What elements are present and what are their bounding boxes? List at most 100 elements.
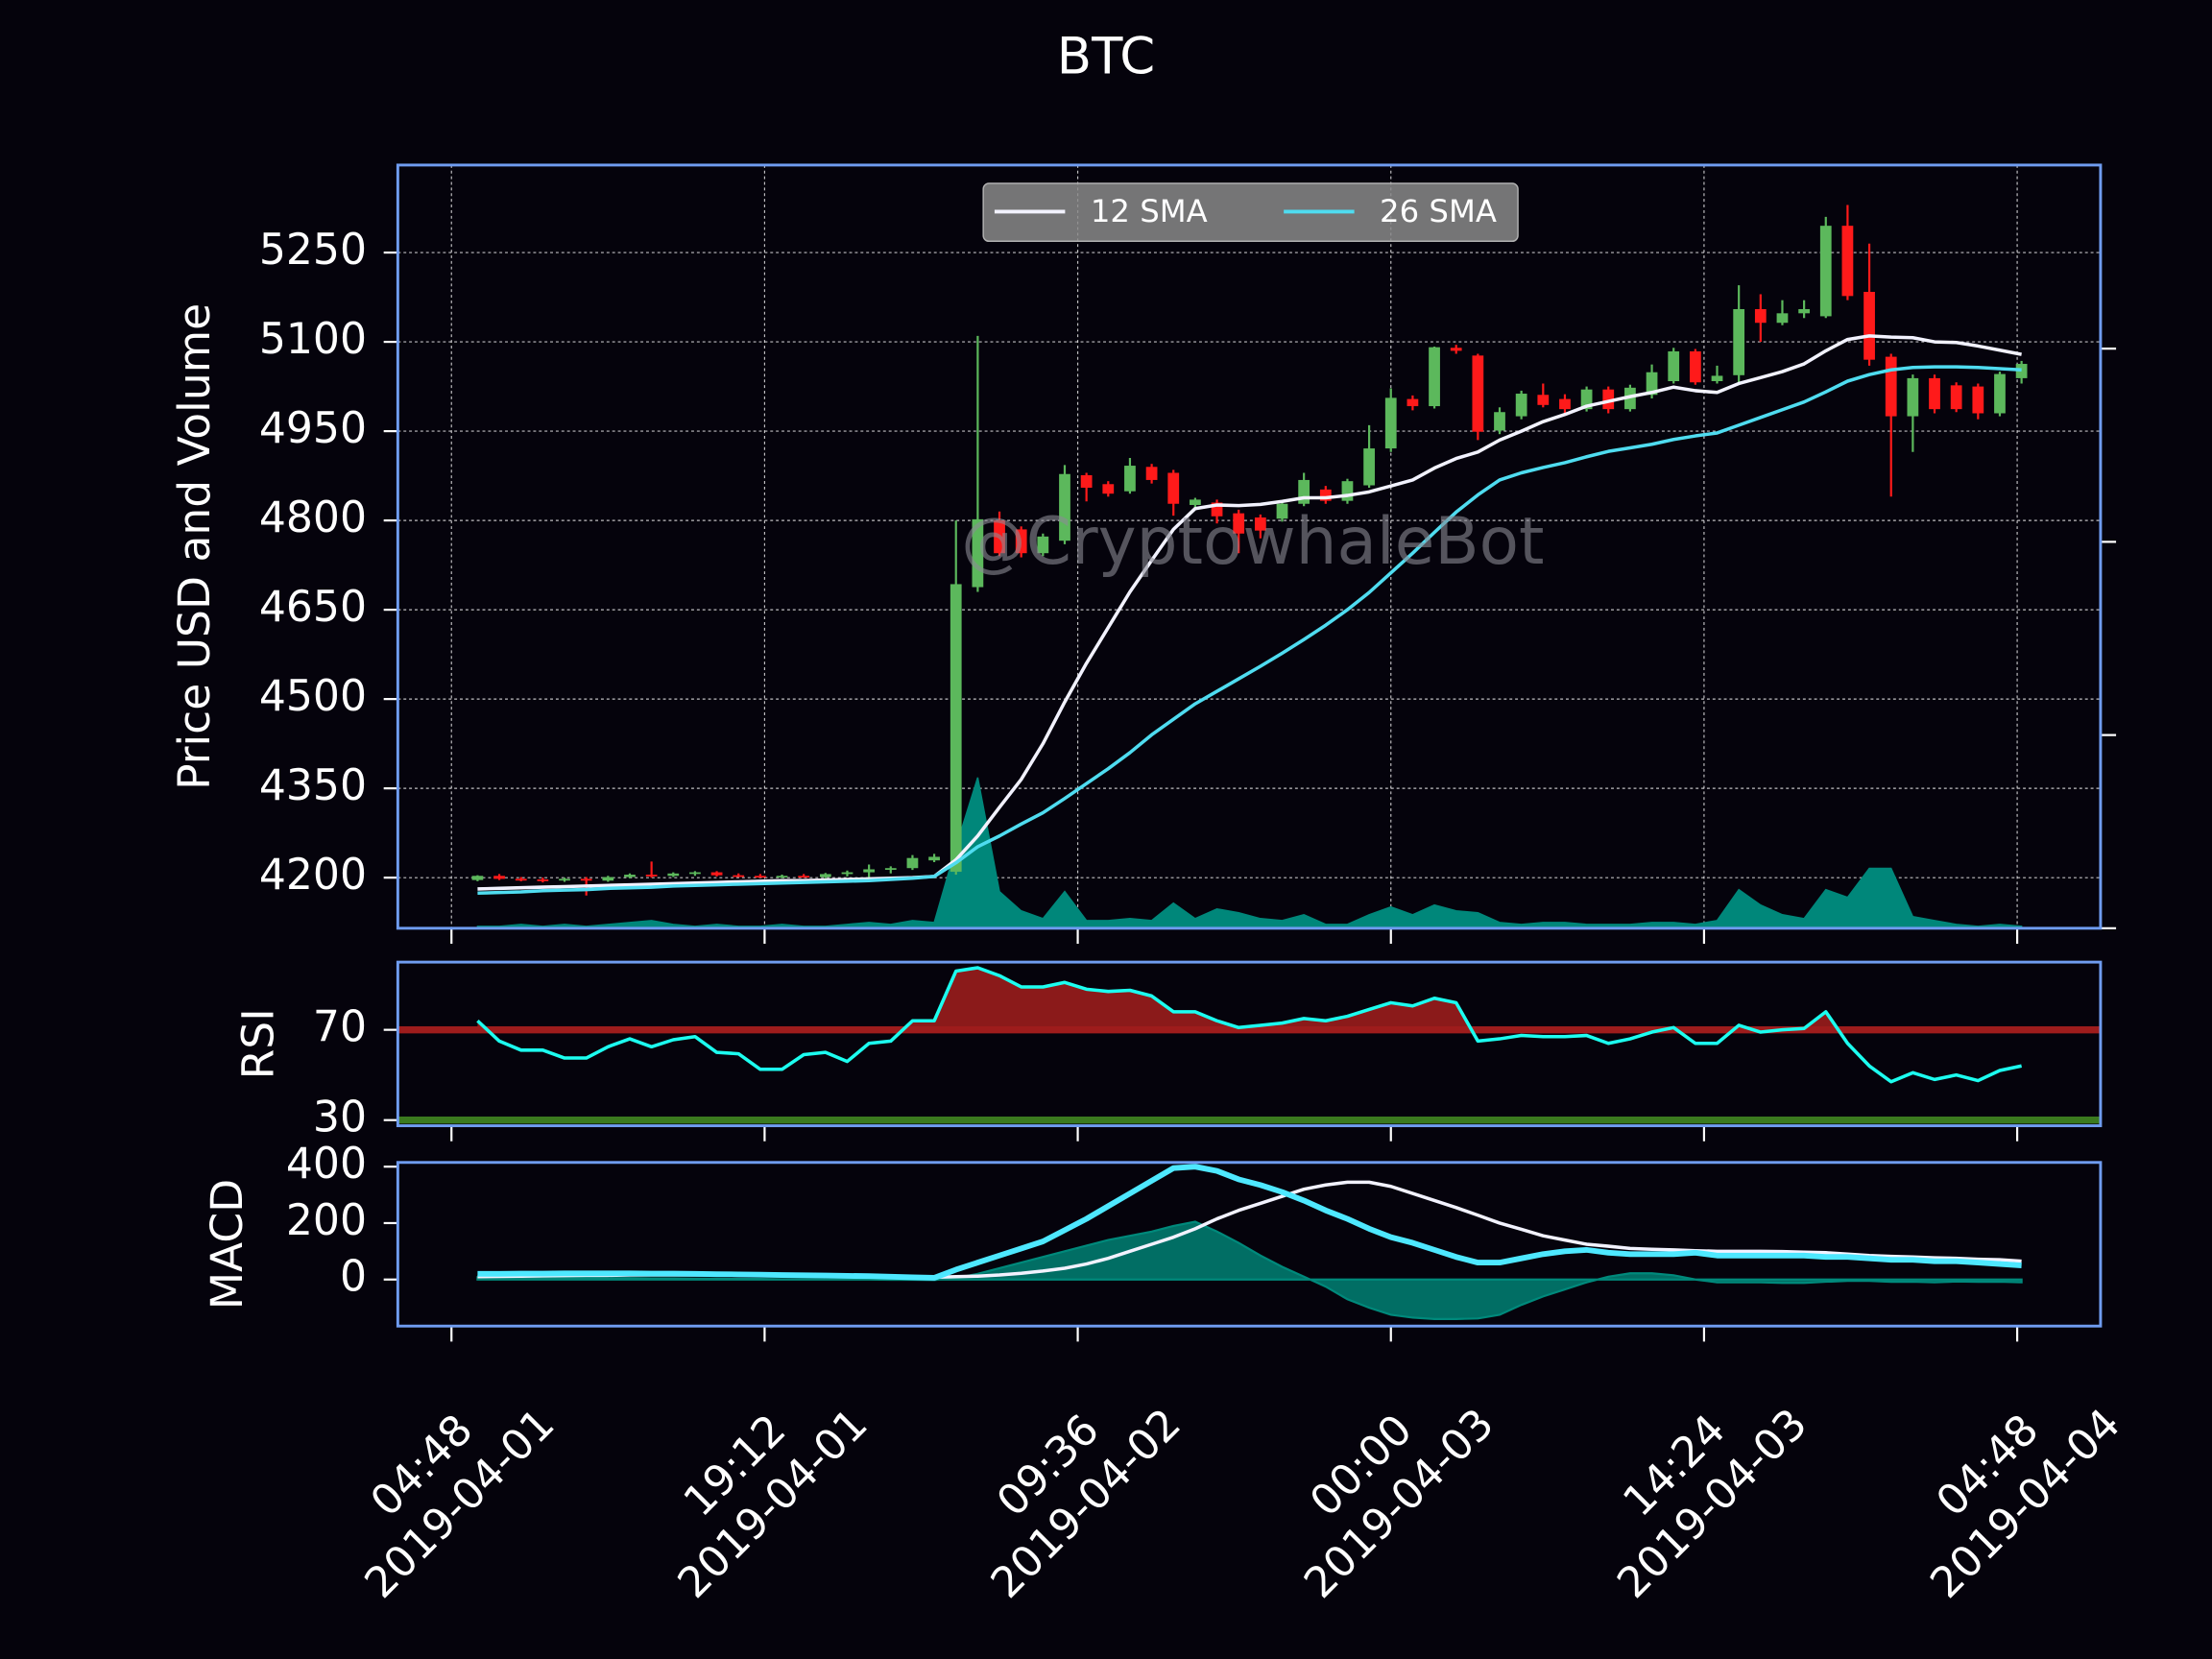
candle-body (819, 874, 831, 878)
candle-body (1124, 466, 1136, 492)
candle-body (1798, 308, 1810, 314)
candle-body (1537, 395, 1550, 405)
candle-body (798, 876, 810, 878)
candle-body (471, 876, 484, 880)
candle-body (1363, 448, 1375, 486)
candle-body (1711, 375, 1723, 382)
candle-body (972, 518, 984, 588)
candle-body (1994, 373, 2006, 414)
line (477, 1164, 2022, 1281)
candle-body (537, 879, 549, 881)
candle-body (1384, 397, 1397, 449)
legend-label: 26 SMA (1380, 193, 1497, 229)
candle-body (1494, 412, 1505, 431)
candle-body (1276, 503, 1288, 519)
candle-body (841, 872, 854, 875)
candle-body (1559, 398, 1571, 410)
candle-body (602, 877, 614, 881)
candle-body (1254, 517, 1266, 531)
candle-body (515, 878, 527, 881)
legend-box (982, 182, 1519, 243)
candle-body (994, 520, 1005, 554)
y-tick-label: 4800 (259, 493, 367, 542)
y-tick-label: 4200 (259, 851, 367, 900)
plot-area: @CryptowhaleBot 12 SMA 26 SMA (471, 182, 2028, 928)
candle-body (1733, 308, 1745, 375)
candle-body (884, 868, 897, 870)
candle-body (645, 875, 658, 877)
candle-body (863, 869, 876, 873)
candle-body (689, 872, 701, 875)
candle-body (1167, 472, 1180, 504)
y-tick-label: 4650 (259, 583, 367, 632)
volume-area (476, 777, 2023, 928)
candle-body (1646, 372, 1658, 396)
y-tick-label: 4950 (259, 404, 367, 453)
candle-body (1298, 479, 1310, 504)
area (476, 1220, 2023, 1320)
legend: 12 SMA 26 SMA (982, 182, 1519, 243)
candle-body (733, 875, 745, 878)
legend-label: 12 SMA (1091, 193, 1208, 229)
candle-body (1972, 386, 1984, 414)
candle-body (2015, 364, 2028, 378)
sma-line (477, 365, 2022, 896)
candle-body (1450, 348, 1462, 351)
candle-body (755, 876, 766, 878)
plot-area (397, 966, 2101, 1124)
candle-body (1407, 398, 1419, 407)
line (476, 966, 2022, 1084)
y-tick-label: 5100 (259, 315, 367, 364)
candle-body (906, 857, 919, 869)
y-tick-label: 0 (340, 1253, 367, 1302)
candle-body (1907, 377, 1919, 417)
y-tick-label: 200 (286, 1196, 367, 1245)
panel-border (396, 960, 2103, 1128)
candle-body (1776, 313, 1789, 324)
candle-body (1624, 387, 1636, 410)
candle-body (1580, 389, 1593, 410)
y-tick-label: 5250 (259, 226, 367, 275)
watermark: @CryptowhaleBot (961, 503, 1544, 579)
y-tick-label: 4500 (259, 672, 367, 721)
candle-body (1950, 385, 1962, 410)
candle-body (1472, 355, 1484, 432)
candle-body (1929, 377, 1940, 410)
sma-line (477, 334, 2022, 891)
candle-body (1059, 473, 1070, 541)
candle-body (1429, 347, 1440, 407)
chart-title: BTC (1057, 27, 1155, 85)
candle-body (1689, 351, 1701, 383)
candle-body (1015, 529, 1027, 554)
y-tick-label: 4350 (259, 761, 367, 810)
candle-body (1319, 489, 1332, 501)
candle-body (1233, 513, 1245, 534)
candle-body (1515, 394, 1527, 417)
candle-body (1037, 536, 1049, 554)
panel-border (396, 1161, 2103, 1328)
candle-body (776, 876, 788, 878)
candle-body (710, 872, 723, 876)
y-tick-label: 30 (313, 1094, 367, 1142)
candle-body (1190, 499, 1201, 505)
y-axis-label: MACD (202, 1179, 252, 1310)
candle-body (1754, 308, 1767, 324)
candle-body (1145, 467, 1158, 480)
panel-border (396, 163, 2103, 930)
candle-body (559, 878, 570, 881)
candle-body (1841, 226, 1854, 297)
candle-body (1863, 291, 1875, 360)
y-axis-label: Price USD and Volume (169, 303, 220, 790)
y-tick-label: 400 (286, 1140, 367, 1189)
candle-body (624, 875, 636, 878)
candle-body (1602, 389, 1615, 410)
candle-body (1080, 474, 1093, 489)
candle-body (1211, 502, 1223, 517)
candle-body (1341, 481, 1354, 501)
candle-body (493, 876, 505, 879)
y-tick-label: 70 (313, 1003, 367, 1052)
candle-body (1668, 351, 1680, 382)
y-axis-label: RSI (232, 1008, 283, 1079)
plot-area (476, 1164, 2023, 1320)
